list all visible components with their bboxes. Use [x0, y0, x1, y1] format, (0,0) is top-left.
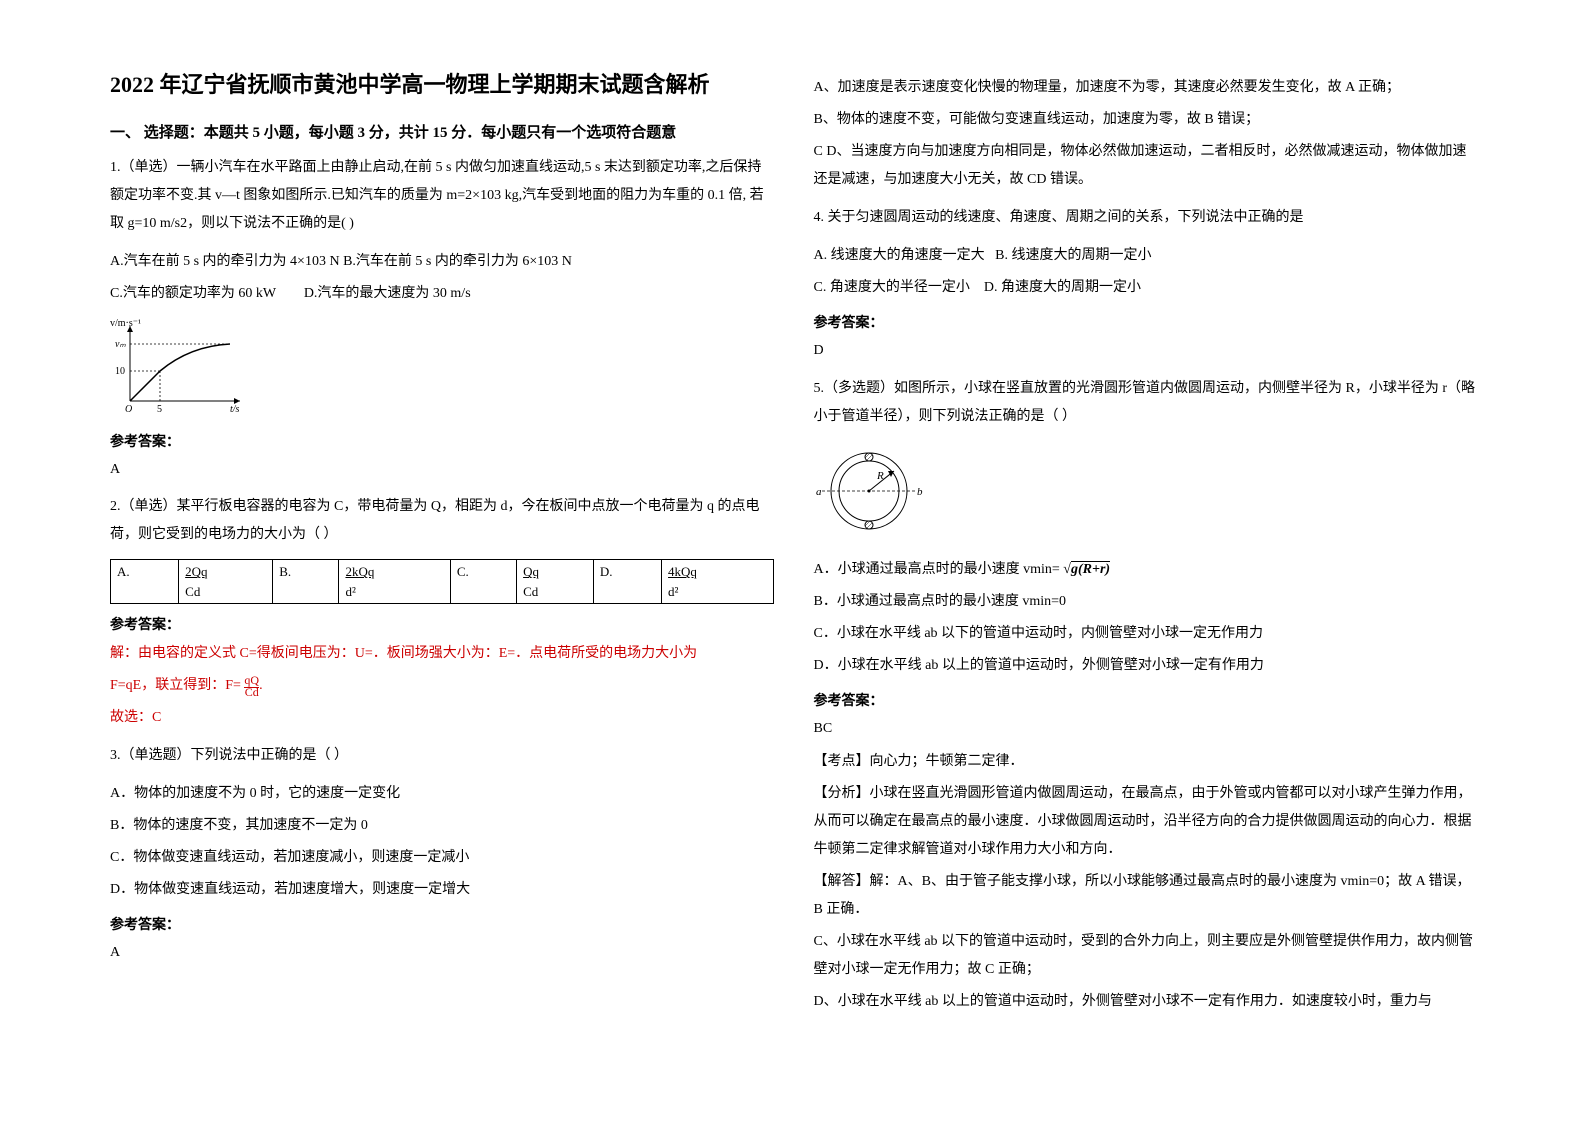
q4-text: 4. 关于匀速圆周运动的线速度、角速度、周期之间的关系，下列说法中正确的是	[814, 204, 1478, 232]
left-column: 2022 年辽宁省抚顺市黄池中学高一物理上学期期末试题含解析 一、 选择题：本题…	[90, 70, 794, 1052]
graph-ylabel: v/m·s⁻¹	[110, 318, 141, 329]
q3-optC: C．物体做变速直线运动，若加速度减小，则速度一定减小	[110, 844, 774, 872]
q3-optB: B．物体的速度不变，其加速度不一定为 0	[110, 812, 774, 840]
graph-5: 5	[157, 404, 162, 415]
q5-answer-label: 参考答案：	[814, 690, 1478, 710]
graph-vm: vₘ	[115, 339, 126, 350]
q4-row2: C. 角速度大的半径一定小 D. 角速度大的周期一定小	[814, 274, 1478, 302]
q2-cellB-label: B.	[273, 560, 339, 604]
q1-optB: B.汽车在前 5 s 内的牵引力为 6×103 N	[343, 254, 572, 269]
q2-cellD: 4kQqd²	[662, 560, 773, 604]
q5-exam-point: 【考点】向心力；牛顿第二定律．	[814, 748, 1478, 776]
q2-solution2: F=qE，联立得到：F=	[110, 678, 244, 693]
q5-optC: C．小球在水平线 ab 以下的管道中运动时，内侧管壁对小球一定无作用力	[814, 620, 1478, 648]
diagram-a: a	[816, 486, 822, 498]
q2-solution3: 故选：C	[110, 704, 774, 732]
q5-optD: D．小球在水平线 ab 以上的管道中运动时，外侧管壁对小球一定有作用力	[814, 652, 1478, 680]
graph-O: O	[125, 404, 132, 415]
q5-solve2: C、小球在水平线 ab 以下的管道中运动时，受到的合外力向上，则主要应是外侧管壁…	[814, 928, 1478, 984]
q2-solution2-line: F=qE，联立得到：F= qQCd.	[110, 672, 774, 700]
q5-optB: B．小球通过最高点时的最小速度 vmin=0	[814, 588, 1478, 616]
q3-exp1: A、加速度是表示速度变化快慢的物理量，加速度不为零，其速度必然要发生变化，故 A…	[814, 74, 1478, 102]
q2-cellA-label: A.	[111, 560, 179, 604]
q2-cellA: 2QqCd	[179, 560, 273, 604]
q2-cellB: 2kQqd²	[339, 560, 450, 604]
section-header: 一、 选择题：本题共 5 小题，每小题 3 分，共计 15 分．每小题只有一个选…	[110, 121, 774, 142]
q3-optA: A．物体的加速度不为 0 时，它的速度一定变化	[110, 780, 774, 808]
q4-answer: D	[814, 338, 1478, 365]
doc-title: 2022 年辽宁省抚顺市黄池中学高一物理上学期期末试题含解析	[110, 70, 774, 101]
q1-optC: C.汽车的额定功率为 60 kW	[110, 286, 276, 301]
q4-optA: A. 线速度大的角速度一定大	[814, 248, 985, 263]
right-column: A、加速度是表示速度变化快慢的物理量，加速度不为零，其速度必然要发生变化，故 A…	[794, 70, 1498, 1052]
diagram-R: R	[876, 470, 884, 482]
q5-diagram: R a b	[814, 441, 1478, 546]
q5-optA: A．小球通过最高点时的最小速度 vmin=	[814, 562, 1064, 577]
q3-exp3: C D、当速度方向与加速度方向相同是，物体必然做加速运动，二者相反时，必然做减速…	[814, 138, 1478, 194]
q1-text: 1.（单选）一辆小汽车在水平路面上由静止启动,在前 5 s 内做匀加速直线运动,…	[110, 154, 774, 238]
graph-10: 10	[115, 366, 125, 377]
q1-optD: D.汽车的最大速度为 30 m/s	[304, 286, 471, 301]
q1-graph: v/m·s⁻¹ vₘ 10 O 5 t/s	[110, 316, 774, 421]
q5-text: 5.（多选题）如图所示，小球在竖直放置的光滑圆形管道内做圆周运动，内侧壁半径为 …	[814, 375, 1478, 431]
q1-answer: A	[110, 457, 774, 484]
q4-optD: D. 角速度大的周期一定小	[984, 280, 1141, 295]
q2-formula: qQCd	[244, 674, 259, 698]
q1-optA: A.汽车在前 5 s 内的牵引力为 4×103 N	[110, 254, 340, 269]
diagram-b: b	[917, 486, 923, 498]
q5-solve1: 【解答】解：A、B、由于管子能支撑小球，所以小球能够通过最高点时的最小速度为 v…	[814, 868, 1478, 924]
q1-answer-label: 参考答案：	[110, 431, 774, 451]
graph-ts: t/s	[230, 404, 240, 415]
q4-optB: B. 线速度大的周期一定小	[995, 248, 1151, 263]
q2-table: A. 2QqCd B. 2kQqd² C. QqCd D. 4kQqd²	[110, 559, 774, 604]
q2-cellC: QqCd	[517, 560, 594, 604]
q2-cellC-label: C.	[450, 560, 516, 604]
q2-answer-label: 参考答案：	[110, 614, 774, 634]
q2-solution1: 解：由电容的定义式 C=得板间电压为：U=．板间场强大小为：E=．点电荷所受的电…	[110, 640, 774, 668]
q5-optA-formula: √g(R+r)	[1063, 561, 1110, 577]
q3-exp2: B、物体的速度不变，可能做匀变速直线运动，加速度为零，故 B 错误；	[814, 106, 1478, 134]
q3-answer-label: 参考答案：	[110, 914, 774, 934]
q5-analysis: 【分析】小球在竖直光滑圆形管道内做圆周运动，在最高点，由于外管或内管都可以对小球…	[814, 780, 1478, 864]
q3-text: 3.（单选题）下列说法中正确的是（ ）	[110, 742, 774, 770]
q5-optA-line: A．小球通过最高点时的最小速度 vmin= √g(R+r)	[814, 556, 1478, 584]
q1-row2: C.汽车的额定功率为 60 kW D.汽车的最大速度为 30 m/s	[110, 280, 774, 308]
q2-text: 2.（单选）某平行板电容器的电容为 C，带电荷量为 Q，相距为 d，今在板间中点…	[110, 493, 774, 549]
q3-optD: D．物体做变速直线运动，若加速度增大，则速度一定增大	[110, 876, 774, 904]
q4-answer-label: 参考答案：	[814, 312, 1478, 332]
q4-optC: C. 角速度大的半径一定小	[814, 280, 970, 295]
q3-answer: A	[110, 940, 774, 967]
q5-solve3: D、小球在水平线 ab 以上的管道中运动时，外侧管壁对小球不一定有作用力．如速度…	[814, 988, 1478, 1016]
q4-row1: A. 线速度大的角速度一定大 B. 线速度大的周期一定小	[814, 242, 1478, 270]
q5-answer: BC	[814, 716, 1478, 743]
q2-cellD-label: D.	[593, 560, 661, 604]
q1-row1: A.汽车在前 5 s 内的牵引力为 4×103 N B.汽车在前 5 s 内的牵…	[110, 248, 774, 276]
